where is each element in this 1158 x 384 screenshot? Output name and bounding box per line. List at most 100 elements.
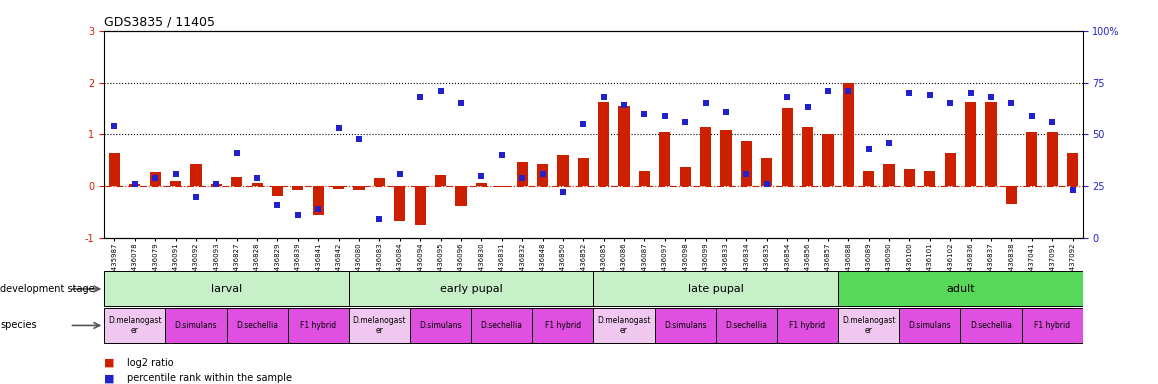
Bar — [109, 152, 120, 186]
Bar — [1006, 186, 1017, 204]
Bar — [496, 186, 507, 187]
Point — [186, 194, 205, 200]
Bar — [802, 127, 813, 186]
Bar — [533, 308, 593, 343]
Point — [1063, 187, 1082, 194]
Bar — [149, 172, 161, 186]
Bar — [659, 132, 670, 186]
Bar — [838, 271, 1083, 306]
Point — [696, 100, 714, 106]
Bar — [104, 271, 349, 306]
Point — [778, 94, 797, 100]
Text: ■: ■ — [104, 358, 115, 368]
Bar — [593, 308, 654, 343]
Point — [125, 181, 144, 187]
Point — [248, 175, 266, 181]
Text: D.melanogast
er: D.melanogast er — [598, 316, 651, 335]
Text: F1 hybrid: F1 hybrid — [790, 321, 826, 330]
Bar — [211, 184, 222, 186]
Point — [676, 119, 695, 125]
Point — [880, 140, 899, 146]
Bar — [822, 134, 834, 186]
Text: development stage: development stage — [0, 284, 95, 294]
Bar — [1021, 308, 1083, 343]
Text: D.simulans: D.simulans — [175, 321, 218, 330]
Text: early pupal: early pupal — [440, 284, 503, 294]
Point — [1043, 119, 1062, 125]
Bar — [639, 170, 650, 186]
Text: species: species — [0, 320, 37, 331]
Bar — [716, 308, 777, 343]
Point — [757, 181, 776, 187]
Bar — [313, 186, 324, 215]
Point — [738, 171, 756, 177]
Text: ■: ■ — [104, 373, 115, 383]
Bar — [232, 177, 242, 186]
Bar — [476, 183, 488, 186]
Bar — [334, 186, 344, 189]
Point — [472, 173, 491, 179]
Bar — [843, 83, 853, 186]
Point — [921, 92, 939, 98]
Point — [717, 109, 735, 115]
Bar — [349, 271, 593, 306]
Bar — [292, 186, 303, 190]
Point — [309, 206, 328, 212]
Point — [390, 171, 409, 177]
Bar — [1067, 152, 1078, 186]
Bar — [415, 186, 426, 225]
Point — [961, 90, 980, 96]
Point — [371, 216, 389, 222]
Bar — [516, 162, 528, 186]
Point — [615, 102, 633, 108]
Bar — [190, 164, 201, 186]
Bar — [863, 170, 874, 186]
Point — [288, 212, 307, 218]
Bar — [349, 308, 410, 343]
Bar — [699, 127, 711, 186]
Bar — [166, 308, 227, 343]
Point — [819, 88, 837, 94]
Point — [554, 189, 572, 195]
Bar — [130, 184, 140, 186]
Point — [513, 175, 532, 181]
Point — [655, 113, 674, 119]
Point — [636, 111, 654, 117]
Bar — [170, 181, 181, 186]
Text: larval: larval — [211, 284, 242, 294]
Point — [1002, 100, 1020, 106]
Point — [1023, 113, 1041, 119]
Point — [105, 123, 124, 129]
Bar — [884, 164, 895, 186]
Point — [146, 175, 164, 181]
Bar — [578, 158, 589, 186]
Text: F1 hybrid: F1 hybrid — [544, 321, 581, 330]
Bar — [1026, 132, 1038, 186]
Point — [982, 94, 1001, 100]
Text: D.sechellia: D.sechellia — [481, 321, 522, 330]
Bar — [353, 186, 365, 190]
Bar — [741, 141, 752, 186]
Point — [329, 125, 347, 131]
Bar — [410, 308, 471, 343]
Bar — [965, 102, 976, 186]
Bar — [618, 106, 630, 186]
Bar — [945, 152, 955, 186]
Bar — [251, 183, 263, 186]
Bar — [985, 102, 997, 186]
Text: D.sechellia: D.sechellia — [970, 321, 1012, 330]
Text: GDS3835 / 11405: GDS3835 / 11405 — [104, 15, 215, 28]
Point — [269, 202, 287, 208]
Point — [431, 88, 449, 94]
Bar — [720, 130, 732, 186]
Text: late pupal: late pupal — [688, 284, 743, 294]
Point — [900, 90, 918, 96]
Point — [798, 104, 816, 111]
Text: D.simulans: D.simulans — [419, 321, 462, 330]
Point — [574, 121, 593, 127]
Bar — [782, 108, 793, 186]
Point — [492, 152, 511, 158]
Point — [452, 100, 470, 106]
Bar — [761, 158, 772, 186]
Text: D.melanogast
er: D.melanogast er — [108, 316, 162, 335]
